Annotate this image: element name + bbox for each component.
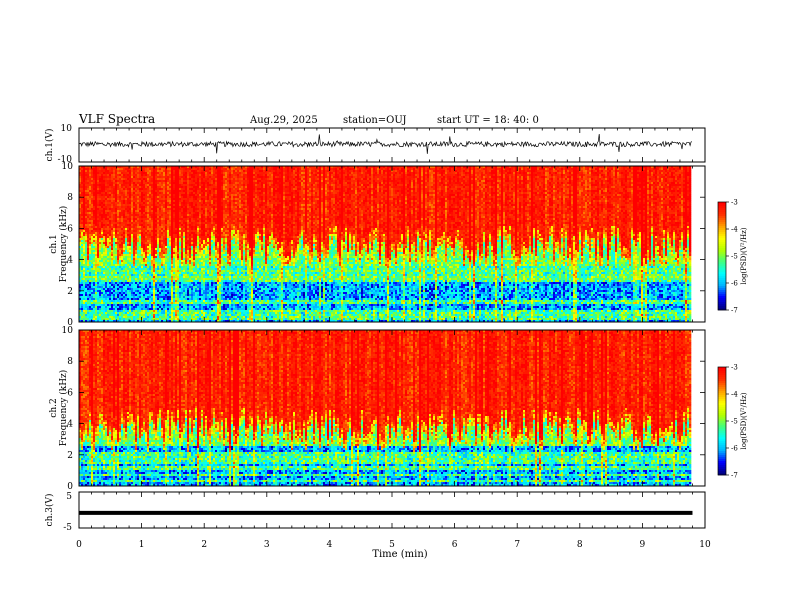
x-tick-label-8: 8 — [577, 540, 583, 550]
ch3-waveform-panel: 5 -5 ch.3(V) — [44, 492, 705, 533]
spec2-ytick-0: 0 — [67, 482, 73, 492]
x-tick-label-1: 1 — [139, 540, 145, 550]
spec1-ytick-8: 8 — [67, 193, 73, 203]
x-tick-label-4: 4 — [327, 540, 333, 550]
ch2-spectrogram-image — [79, 330, 691, 486]
ch1-waveform-panel: 10 -10 ch.1(V) — [44, 124, 705, 165]
ch1-colorbar: -3 -4 -5 -6 -7 log(PSD)(V²/Hz) — [718, 199, 748, 315]
ch3-ytick-top: 5 — [66, 492, 72, 502]
x-tick-label-0: 0 — [76, 540, 82, 550]
spec2-ytick-10: 10 — [62, 326, 74, 336]
ch1-ytick-top: 10 — [61, 124, 73, 134]
cb2-tick--3: -3 — [731, 364, 738, 372]
cb2-tick--4: -4 — [731, 391, 738, 399]
ch3-ytick-bottom: -5 — [63, 523, 72, 533]
cb1-tick--4: -4 — [731, 226, 738, 234]
cb2-tick--6: -6 — [731, 445, 738, 453]
cb2-tick--5: -5 — [731, 418, 738, 426]
cb1-tick--7: -7 — [731, 307, 738, 315]
ch2-colorbar: -3 -4 -5 -6 -7 log(PSD)(V²/Hz) — [718, 364, 748, 480]
cb2-label: log(PSD)(V²/Hz) — [740, 392, 748, 449]
x-tick-label-3: 3 — [264, 540, 270, 550]
x-tick-label-2: 2 — [201, 540, 207, 550]
ch2-spectrogram-ylabel-channel: ch.2 — [49, 398, 59, 417]
cb1-tick--3: -3 — [731, 199, 738, 207]
cb1-tick--6: -6 — [731, 280, 738, 288]
spec1-ytick-10: 10 — [62, 162, 74, 172]
x-tick-label-10: 10 — [699, 540, 711, 550]
spec2-ytick-8: 8 — [67, 357, 73, 367]
x-axis-label: Time (min) — [372, 549, 427, 560]
start-time-label: start UT = 18: 40: 0 — [437, 115, 539, 126]
ch1-waveform-ylabel: ch.1(V) — [44, 129, 55, 162]
ch1-spectrogram-ylabel-channel: ch.1 — [49, 234, 59, 253]
ch2-spectrogram-ylabel: Frequency (kHz) — [58, 370, 69, 447]
date-label: Aug.29, 2025 — [249, 115, 318, 126]
spec1-ytick-2: 2 — [67, 287, 73, 297]
x-tick-label-7: 7 — [514, 540, 520, 550]
spec2-ytick-2: 2 — [67, 451, 73, 461]
cb2-tick--7: -7 — [731, 472, 738, 480]
ch1-spectrogram-image — [79, 166, 691, 322]
ch3-waveform-ylabel: ch.3(V) — [44, 494, 55, 527]
cb1-tick--5: -5 — [731, 253, 738, 261]
station-label: station=OUJ — [343, 115, 407, 126]
cb1-label: log(PSD)(V²/Hz) — [740, 227, 748, 284]
ch1-waveform-line — [79, 134, 692, 154]
figure-title: VLF Spectra — [78, 112, 155, 126]
x-tick-label-9: 9 — [640, 540, 646, 550]
ch1-spectrogram-ylabel: Frequency (kHz) — [58, 206, 69, 283]
x-tick-label-6: 6 — [452, 540, 458, 550]
